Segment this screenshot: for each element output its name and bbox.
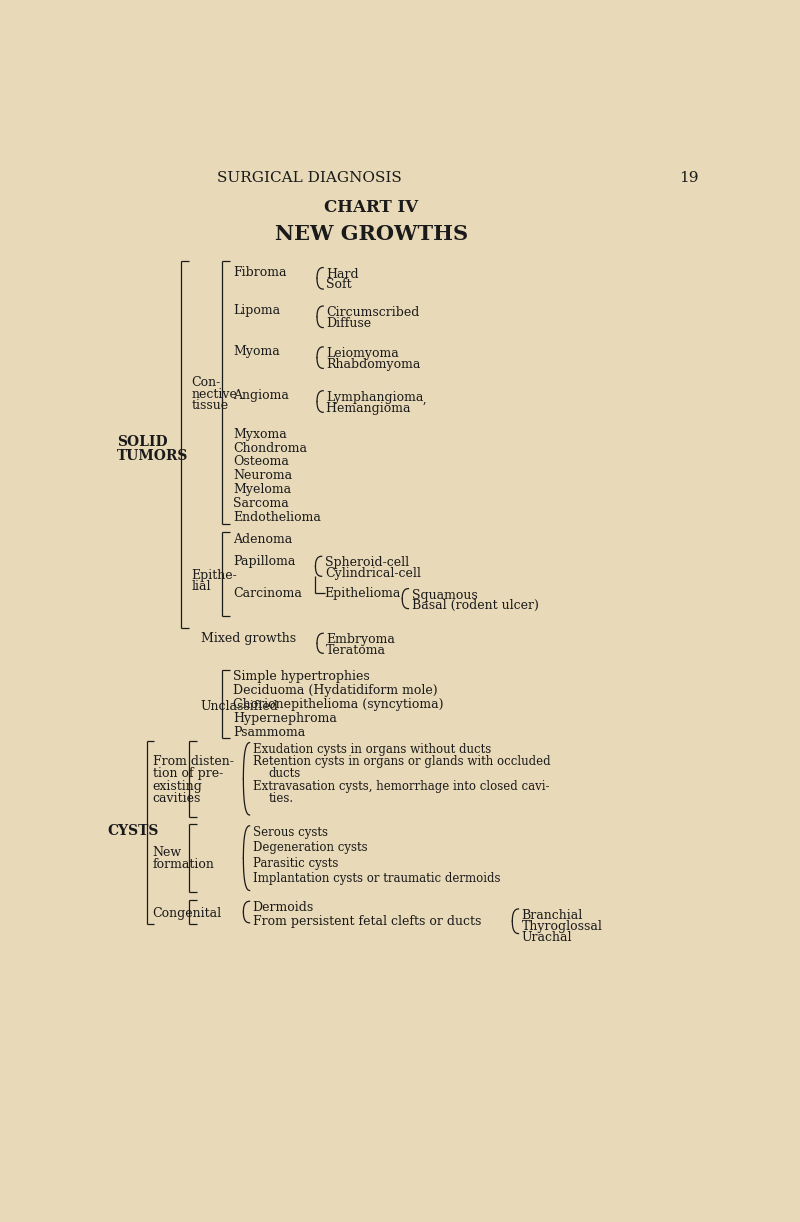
Text: Branchial: Branchial: [522, 909, 583, 921]
Text: ties.: ties.: [268, 792, 294, 805]
Text: From disten-: From disten-: [153, 755, 234, 767]
Text: Chondroma: Chondroma: [234, 441, 307, 455]
Text: Diffuse: Diffuse: [326, 316, 371, 330]
Text: Angioma: Angioma: [234, 389, 289, 402]
Text: Epithe-: Epithe-: [191, 568, 237, 582]
Text: Basal (rodent ulcer): Basal (rodent ulcer): [411, 600, 538, 612]
Text: NEW GROWTHS: NEW GROWTHS: [274, 224, 468, 243]
Text: ducts: ducts: [268, 767, 301, 781]
Text: Sarcoma: Sarcoma: [234, 497, 289, 510]
Text: Fibroma: Fibroma: [234, 266, 287, 279]
Text: Mixed growths: Mixed growths: [201, 632, 296, 645]
Text: Endothelioma: Endothelioma: [234, 511, 321, 524]
Text: Myxoma: Myxoma: [234, 428, 287, 441]
Text: Soft: Soft: [326, 279, 352, 291]
Text: New: New: [153, 846, 182, 859]
Text: Hard: Hard: [326, 268, 359, 281]
Text: nective: nective: [191, 387, 238, 401]
Text: Carcinoma: Carcinoma: [234, 587, 302, 600]
Text: Teratoma: Teratoma: [326, 644, 386, 657]
Text: tion of pre-: tion of pre-: [153, 767, 223, 781]
Text: Embryoma: Embryoma: [326, 633, 395, 646]
Text: Adenoma: Adenoma: [234, 533, 293, 546]
Text: Leiomyoma: Leiomyoma: [326, 347, 399, 359]
Text: Thyroglossal: Thyroglossal: [522, 920, 602, 932]
Text: Lymphangioma: Lymphangioma: [326, 391, 424, 403]
Text: SURGICAL DIAGNOSIS: SURGICAL DIAGNOSIS: [217, 171, 402, 186]
Text: CHART IV: CHART IV: [324, 199, 418, 216]
Text: Rhabdomyoma: Rhabdomyoma: [326, 358, 421, 370]
Text: Hemangioma   ’: Hemangioma ’: [326, 402, 426, 414]
Text: lial: lial: [191, 580, 211, 593]
Text: Urachal: Urachal: [522, 930, 572, 943]
Text: Dermoids: Dermoids: [253, 902, 314, 914]
Text: Lipoma: Lipoma: [234, 304, 281, 318]
Text: Retention cysts in organs or glands with occluded: Retention cysts in organs or glands with…: [253, 755, 550, 767]
Text: Implantation cysts or traumatic dermoids: Implantation cysts or traumatic dermoids: [253, 873, 500, 885]
Text: CYSTS: CYSTS: [108, 825, 159, 838]
Text: From persistent fetal clefts or ducts: From persistent fetal clefts or ducts: [253, 915, 481, 927]
Text: Serous cysts: Serous cysts: [253, 826, 328, 838]
Text: formation: formation: [153, 858, 214, 871]
Text: TUMORS: TUMORS: [117, 450, 189, 463]
Text: SOLID: SOLID: [117, 435, 168, 450]
Text: Exudation cysts in organs without ducts: Exudation cysts in organs without ducts: [253, 743, 491, 755]
Text: Con-: Con-: [191, 376, 221, 389]
Text: Congenital: Congenital: [153, 907, 222, 920]
Text: Chorionepithelioma (syncytioma): Chorionepithelioma (syncytioma): [234, 698, 444, 711]
Text: Degeneration cysts: Degeneration cysts: [253, 841, 367, 854]
Text: Myeloma: Myeloma: [234, 483, 291, 496]
Text: Epithelioma: Epithelioma: [325, 587, 401, 600]
Text: Papilloma: Papilloma: [234, 555, 296, 568]
Text: Spheroid-cell: Spheroid-cell: [325, 556, 409, 569]
Text: Cylindrical-cell: Cylindrical-cell: [325, 567, 421, 580]
Text: Circumscribed: Circumscribed: [326, 306, 420, 319]
Text: Osteoma: Osteoma: [234, 456, 289, 468]
Text: cavities: cavities: [153, 792, 201, 805]
Text: Myoma: Myoma: [234, 346, 280, 358]
Text: Extravasation cysts, hemorrhage into closed cavi-: Extravasation cysts, hemorrhage into clo…: [253, 780, 549, 793]
Text: existing: existing: [153, 780, 202, 793]
Text: Hypernephroma: Hypernephroma: [234, 712, 337, 725]
Text: tissue: tissue: [191, 400, 229, 412]
Text: Deciduoma (Hydatidiform mole): Deciduoma (Hydatidiform mole): [234, 684, 438, 697]
Text: Squamous: Squamous: [411, 589, 478, 601]
Text: Simple hypertrophies: Simple hypertrophies: [234, 670, 370, 683]
Text: Parasitic cysts: Parasitic cysts: [253, 857, 338, 870]
Text: Psammoma: Psammoma: [234, 726, 306, 738]
Text: Unclassified: Unclassified: [201, 700, 278, 714]
Text: 19: 19: [679, 171, 698, 186]
Text: Neuroma: Neuroma: [234, 469, 293, 483]
